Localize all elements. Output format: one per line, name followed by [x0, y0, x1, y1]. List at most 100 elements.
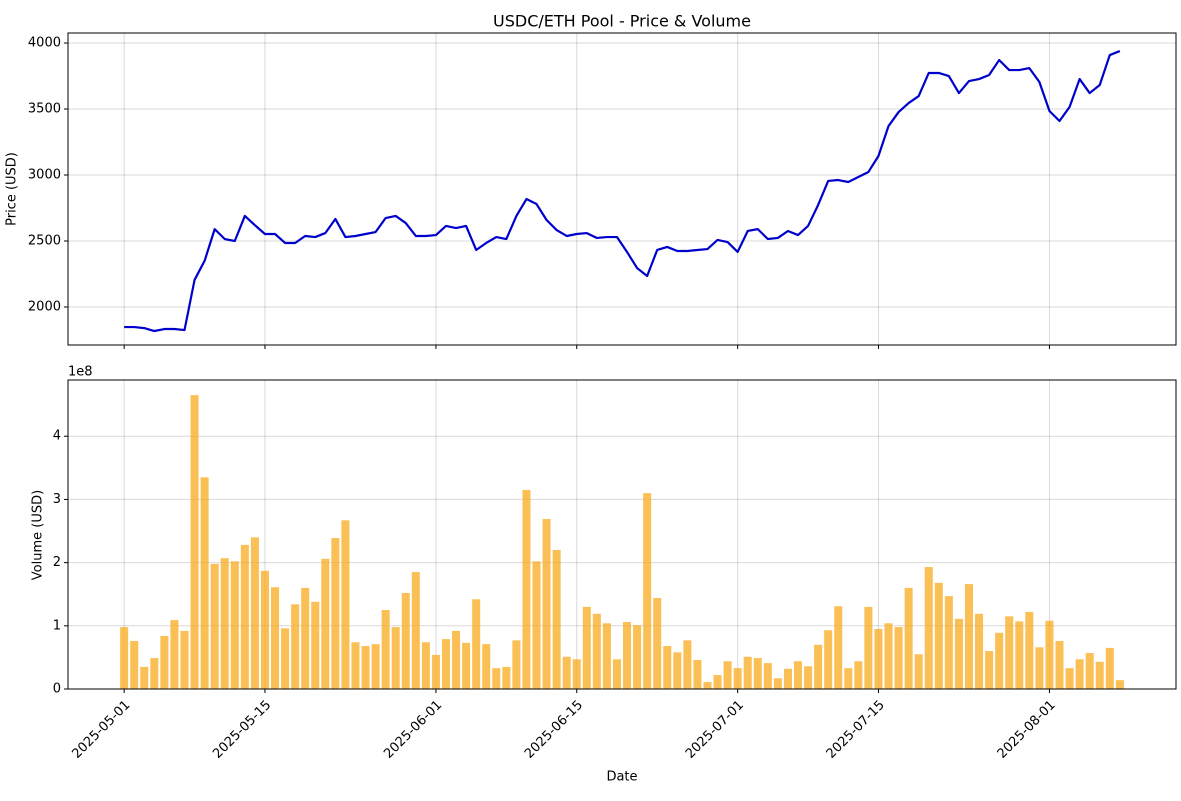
- volume-bar: [190, 395, 199, 689]
- volume-bar: [572, 659, 581, 689]
- volume-bar: [381, 610, 390, 689]
- volume-bar: [492, 668, 501, 689]
- volume-bar: [210, 563, 219, 689]
- volume-bar: [150, 658, 159, 689]
- volume-bar: [180, 630, 189, 689]
- x-tick-label: 2025-08-01: [995, 698, 1059, 762]
- volume-bar: [532, 561, 541, 689]
- x-tick-label: 2025-07-15: [824, 698, 888, 762]
- plot-frame: [67, 32, 1177, 346]
- volume-bar: [633, 625, 642, 689]
- y-tick-label: 2500: [28, 234, 61, 249]
- volume-bar: [522, 489, 531, 689]
- volume-bar: [1085, 652, 1094, 689]
- volume-bar: [824, 630, 833, 689]
- volume-bar: [170, 620, 179, 689]
- volume-bar: [653, 598, 662, 689]
- volume-bar: [452, 630, 461, 689]
- volume-bar: [250, 537, 259, 689]
- volume-bar: [140, 666, 149, 689]
- volume-bar: [562, 656, 571, 689]
- volume-bar: [673, 652, 682, 689]
- volume-bar: [844, 668, 853, 689]
- volume-bar: [160, 635, 169, 689]
- volume-bar: [1045, 620, 1054, 689]
- x-tick-label: 2025-06-15: [522, 698, 586, 762]
- y-tick-label: 4: [53, 429, 61, 444]
- volume-bar: [975, 613, 984, 689]
- volume-bar: [773, 678, 782, 689]
- x-tick-label: 2025-07-01: [683, 698, 747, 762]
- volume-bar: [904, 587, 913, 689]
- volume-bar: [693, 659, 702, 689]
- volume-bar: [512, 640, 521, 689]
- volume-bar: [723, 661, 732, 689]
- volume-bar: [874, 628, 883, 689]
- volume-bar: [834, 606, 843, 689]
- y-tick-label: 0: [53, 682, 61, 697]
- volume-bar: [462, 642, 471, 689]
- volume-bar: [401, 592, 410, 689]
- volume-bar: [260, 570, 269, 689]
- volume-bar: [954, 618, 963, 689]
- y-tick-label: 1: [53, 618, 61, 633]
- volume-bar: [934, 582, 943, 689]
- volume-bar: [592, 613, 601, 689]
- volume-bar: [914, 654, 923, 689]
- volume-bar: [301, 587, 310, 689]
- volume-bar: [1105, 647, 1114, 689]
- volume-bar: [763, 663, 772, 689]
- volume-bar: [311, 601, 320, 689]
- volume-bar: [120, 627, 129, 689]
- price-line: [124, 50, 1121, 333]
- volume-bar: [602, 623, 611, 689]
- volume-bar: [743, 656, 752, 689]
- volume-bar: [1005, 616, 1014, 689]
- y-tick-label: 4000: [28, 36, 61, 51]
- y-tick-label: 2000: [28, 299, 61, 314]
- volume-bar: [753, 658, 762, 689]
- volume-bar: [733, 668, 742, 689]
- x-tick-label: 2025-05-01: [69, 698, 133, 762]
- volume-bar: [321, 558, 330, 689]
- volume-bar: [431, 654, 440, 689]
- volume-bar: [371, 644, 380, 689]
- volume-bar: [864, 606, 873, 689]
- y-tick-label: 3000: [28, 168, 61, 183]
- volume-bar: [230, 561, 239, 689]
- y-tick-label: 2: [53, 555, 61, 570]
- volume-bar: [502, 666, 511, 689]
- volume-bar: [804, 666, 813, 689]
- volume-bar: [582, 606, 591, 689]
- volume-bar: [542, 519, 551, 689]
- volume-bar: [291, 604, 300, 689]
- volume-bar: [472, 599, 481, 689]
- y-axis-label: Price (USD): [5, 152, 20, 226]
- volume-bar: [1065, 668, 1074, 689]
- volume-bar: [1055, 640, 1064, 689]
- volume-bar: [1075, 659, 1084, 689]
- volume-bar: [783, 668, 792, 689]
- volume-bar: [411, 572, 420, 689]
- volume-bar: [200, 477, 209, 689]
- x-tick-label: 2025-05-15: [210, 698, 274, 762]
- volume-bar: [964, 584, 974, 689]
- volume-bar: [814, 644, 823, 689]
- volume-bar: [281, 628, 290, 689]
- y-tick-label: 3500: [28, 102, 61, 117]
- volume-bar: [441, 639, 451, 689]
- volume-bar: [341, 520, 350, 689]
- x-tick-label: 2025-06-01: [381, 698, 445, 762]
- volume-bar: [985, 651, 994, 689]
- volume-bar: [1015, 621, 1024, 689]
- volume-bar: [270, 587, 280, 689]
- volume-bar: [703, 682, 712, 689]
- volume-bar: [1095, 661, 1104, 689]
- volume-bar: [643, 493, 652, 689]
- volume-bar: [421, 642, 430, 689]
- volume-bar: [220, 558, 229, 689]
- volume-bar: [552, 549, 561, 689]
- volume-bar: [944, 596, 953, 689]
- volume-bar: [713, 675, 722, 689]
